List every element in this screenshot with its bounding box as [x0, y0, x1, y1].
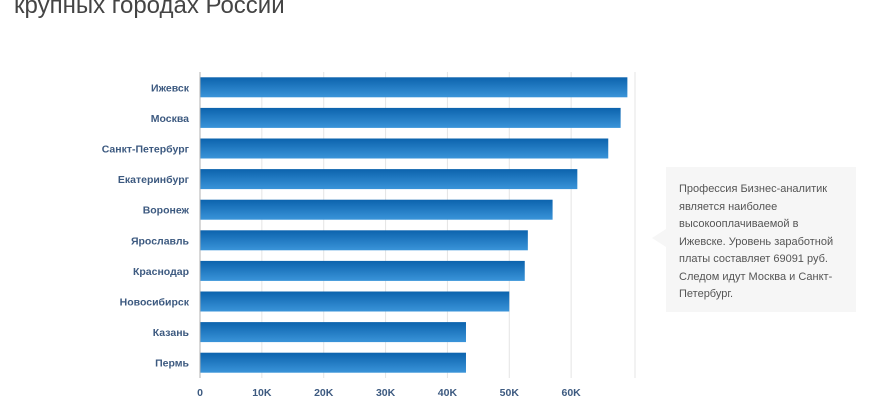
bar-9 — [200, 322, 466, 343]
category-label-2: Москва — [151, 113, 189, 125]
bar-10 — [200, 352, 466, 373]
category-label-7: Краснодар — [133, 266, 189, 278]
bar-2 — [200, 107, 621, 128]
category-label-4: Екатеринбург — [118, 174, 190, 186]
category-label-5: Воронеж — [143, 205, 190, 217]
bar-3 — [200, 138, 609, 159]
callout-text: Профессия Бизнес-аналитик является наибо… — [679, 183, 834, 300]
bar-7 — [200, 260, 525, 281]
callout-box: Профессия Бизнес-аналитик является наибо… — [666, 167, 856, 312]
x-tick-label-40K: 40K — [438, 387, 458, 399]
category-label-1: Ижевск — [151, 82, 190, 94]
x-tick-label-30K: 30K — [376, 387, 396, 399]
x-tick-labels: 0 10K 20K 30K 40K 50K 60K — [197, 387, 581, 399]
x-tick-label-50K: 50K — [500, 387, 520, 399]
callout-pointer — [652, 229, 666, 247]
category-label-9: Казань — [153, 327, 190, 339]
x-tick-label-0: 0 — [197, 387, 203, 399]
x-tick-label-60K: 60K — [562, 387, 582, 399]
bar-1 — [200, 77, 628, 98]
category-label-3: Санкт-Петербург — [102, 144, 190, 156]
bar-4 — [200, 169, 578, 190]
x-tick-label-20K: 20K — [314, 387, 334, 399]
chart-title: крупных городах России — [14, 0, 285, 19]
bar-6 — [200, 230, 528, 251]
category-label-6: Ярославль — [131, 235, 190, 247]
x-tick-label-10K: 10K — [252, 387, 272, 399]
bars — [200, 77, 628, 373]
category-label-10: Пермь — [155, 358, 189, 370]
category-label-8: Новосибирск — [120, 297, 190, 309]
bar-5 — [200, 199, 553, 220]
bar-8 — [200, 291, 510, 312]
category-labels: Ижевск Москва Санкт-Петербург Екатеринбург В… — [102, 82, 190, 369]
